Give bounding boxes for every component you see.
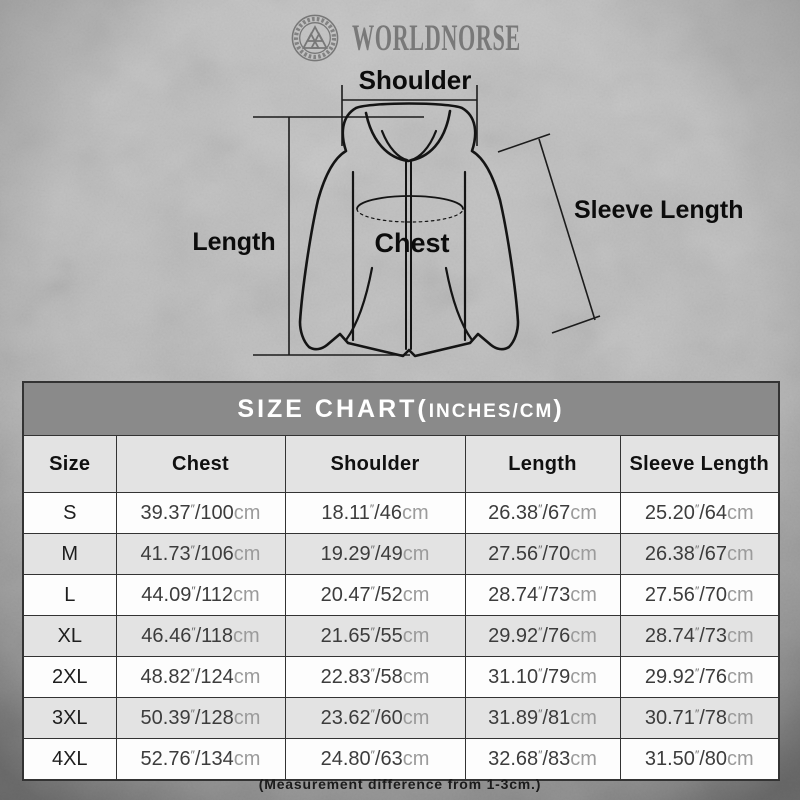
length-label: Length bbox=[192, 228, 275, 256]
size-cell: L bbox=[22, 574, 117, 616]
chest-ellipse-bottom bbox=[356, 195, 464, 210]
size-row-l: L 44.09″/112cm 20.47″/52cm 28.74″/73cm 27.56… bbox=[22, 574, 780, 616]
brand-name: WORLDNORSE bbox=[352, 18, 521, 59]
title-main: SIZE CHART( bbox=[237, 394, 429, 423]
shoulder-cell: 18.11″/46cm bbox=[284, 492, 466, 534]
column-header-sleeve-length: Sleeve Length bbox=[619, 435, 780, 493]
sleeve_length-cell: 28.74″/73cm bbox=[619, 615, 780, 657]
chest-cell: 44.09″/112cm bbox=[115, 574, 286, 616]
sleeve_length-cell: 26.38″/67cm bbox=[619, 533, 780, 575]
title-unit: INCHES/CM bbox=[428, 400, 554, 422]
sleeve-measure-line bbox=[538, 138, 596, 321]
chest-cell: 50.39″/128cm bbox=[115, 697, 286, 739]
length-cell: 29.92″/76cm bbox=[464, 615, 621, 657]
chest-ellipse-top bbox=[356, 208, 464, 223]
size-cell: XL bbox=[22, 615, 117, 657]
pocket-left bbox=[344, 266, 374, 342]
length-cell: 32.68″/83cm bbox=[464, 738, 621, 781]
shoulder-cell: 20.47″/52cm bbox=[284, 574, 466, 616]
length-cell: 31.89″/81cm bbox=[464, 697, 621, 739]
size-row-xl: XL 46.46″/118cm 21.65″/55cm 29.92″/76cm 28.7… bbox=[22, 615, 780, 657]
chest-label: Chest bbox=[374, 228, 449, 258]
column-header-chest: Chest bbox=[115, 435, 286, 493]
shoulder-cell: 23.62″/60cm bbox=[284, 697, 466, 739]
valknut-logo-icon bbox=[291, 14, 339, 62]
sleeve_length-cell: 31.50″/80cm bbox=[619, 738, 780, 781]
pocket-right bbox=[444, 266, 474, 342]
size-row-3xl: 3XL 50.39″/128cm 23.62″/60cm 31.89″/81cm 30.… bbox=[22, 697, 780, 739]
column-header-shoulder: Shoulder bbox=[284, 435, 466, 493]
sleeve_length-cell: 27.56″/70cm bbox=[619, 574, 780, 616]
shoulder-label: Shoulder bbox=[359, 65, 472, 95]
size-chart-title: SIZE CHART(INCHES/CM) bbox=[22, 381, 780, 436]
shoulder-cell: 19.29″/49cm bbox=[284, 533, 466, 575]
hoodie-silhouette bbox=[298, 102, 520, 358]
column-header-length: Length bbox=[464, 435, 621, 493]
chest-cell: 48.82″/124cm bbox=[115, 656, 286, 698]
size-row-4xl: 4XL 52.76″/134cm 24.80″/63cm 32.68″/83cm 31.… bbox=[22, 738, 780, 781]
size-cell: S bbox=[22, 492, 117, 534]
column-header-row: Size Chest Shoulder Length Sleeve Length bbox=[22, 435, 780, 493]
title-close: ) bbox=[553, 394, 565, 423]
shoulder-cell: 22.83″/58cm bbox=[284, 656, 466, 698]
hoodie-line-art bbox=[298, 102, 520, 358]
size-row-2xl: 2XL 48.82″/124cm 22.83″/58cm 31.10″/79cm 29.… bbox=[22, 656, 780, 698]
sleeve-length-label: Sleeve Length bbox=[574, 196, 744, 224]
size-row-s: S 39.37″/100cm 18.11″/46cm 26.38″/67cm 25.20… bbox=[22, 492, 780, 534]
chest-cell: 41.73″/106cm bbox=[115, 533, 286, 575]
size-cell: 2XL bbox=[22, 656, 117, 698]
shoulder-cell: 21.65″/55cm bbox=[284, 615, 466, 657]
shoulder-cell: 24.80″/63cm bbox=[284, 738, 466, 781]
measurement-footnote: (Measurement difference from 1-3cm.) bbox=[258, 776, 542, 792]
chest-cell: 52.76″/134cm bbox=[115, 738, 286, 781]
sleeve_length-cell: 29.92″/76cm bbox=[619, 656, 780, 698]
hood-opening bbox=[364, 109, 452, 163]
size-chart-title-row: SIZE CHART(INCHES/CM) bbox=[22, 381, 780, 436]
sleeve_length-cell: 25.20″/64cm bbox=[619, 492, 780, 534]
chest-cell: 39.37″/100cm bbox=[115, 492, 286, 534]
collar-arc-left bbox=[380, 129, 409, 162]
collar-arc-right bbox=[409, 129, 438, 162]
size-cell: M bbox=[22, 533, 117, 575]
brand-header: WORLDNORSE bbox=[0, 0, 800, 80]
size-row-m: M 41.73″/106cm 19.29″/49cm 27.56″/70cm 26.38… bbox=[22, 533, 780, 575]
length-cell: 26.38″/67cm bbox=[464, 492, 621, 534]
sleeve-tick-bottom bbox=[551, 315, 601, 334]
length-cell: 31.10″/79cm bbox=[464, 656, 621, 698]
size-cell: 3XL bbox=[22, 697, 117, 739]
column-header-size: Size bbox=[22, 435, 117, 493]
sleeve-tick-top bbox=[497, 133, 551, 153]
size-chart-table: SIZE CHART(INCHES/CM) Size Chest Shoulder L… bbox=[22, 381, 781, 781]
chest-cell: 46.46″/118cm bbox=[115, 615, 286, 657]
measurement-diagram: Shoulder Length Chest Sleeve Length bbox=[192, 65, 744, 358]
sleeve_length-cell: 30.71″/78cm bbox=[619, 697, 780, 739]
size-table-body: S 39.37″/100cm 18.11″/46cm 26.38″/67cm 25.20… bbox=[22, 492, 780, 781]
size-cell: 4XL bbox=[22, 738, 117, 781]
measurement-lines bbox=[253, 85, 601, 356]
length-cell: 28.74″/73cm bbox=[464, 574, 621, 616]
length-cell: 27.56″/70cm bbox=[464, 533, 621, 575]
